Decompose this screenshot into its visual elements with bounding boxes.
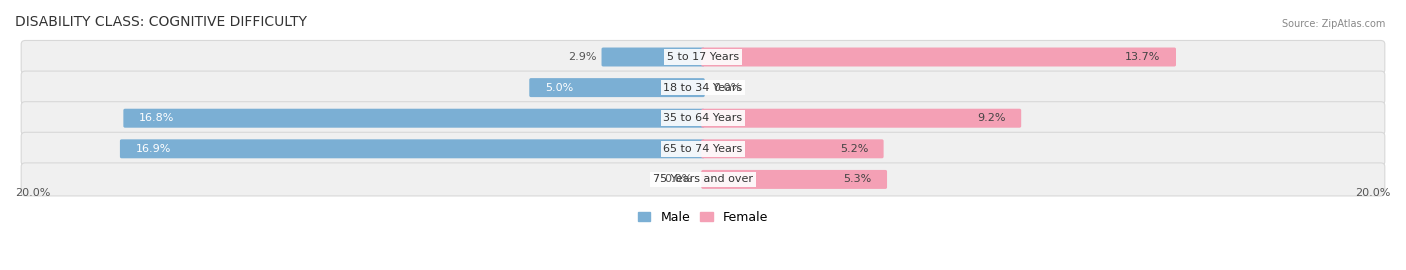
- Text: 5 to 17 Years: 5 to 17 Years: [666, 52, 740, 62]
- FancyBboxPatch shape: [529, 78, 704, 97]
- FancyBboxPatch shape: [21, 102, 1385, 135]
- Text: 16.9%: 16.9%: [135, 144, 170, 154]
- Text: 0.0%: 0.0%: [665, 174, 693, 184]
- FancyBboxPatch shape: [702, 139, 883, 158]
- FancyBboxPatch shape: [21, 71, 1385, 104]
- FancyBboxPatch shape: [21, 132, 1385, 165]
- Text: 5.0%: 5.0%: [544, 83, 574, 93]
- Text: 9.2%: 9.2%: [977, 113, 1005, 123]
- FancyBboxPatch shape: [602, 48, 704, 66]
- FancyBboxPatch shape: [702, 109, 1021, 128]
- Text: 0.0%: 0.0%: [713, 83, 741, 93]
- Text: 16.8%: 16.8%: [139, 113, 174, 123]
- Text: 5.3%: 5.3%: [844, 174, 872, 184]
- Text: 20.0%: 20.0%: [15, 188, 51, 198]
- FancyBboxPatch shape: [21, 40, 1385, 73]
- Text: 13.7%: 13.7%: [1125, 52, 1160, 62]
- Text: DISABILITY CLASS: COGNITIVE DIFFICULTY: DISABILITY CLASS: COGNITIVE DIFFICULTY: [15, 15, 307, 29]
- Text: Source: ZipAtlas.com: Source: ZipAtlas.com: [1281, 19, 1385, 29]
- Text: 2.9%: 2.9%: [568, 52, 596, 62]
- Text: 20.0%: 20.0%: [1355, 188, 1391, 198]
- Text: 35 to 64 Years: 35 to 64 Years: [664, 113, 742, 123]
- Text: 5.2%: 5.2%: [839, 144, 868, 154]
- Legend: Male, Female: Male, Female: [633, 206, 773, 229]
- Text: 75 Years and over: 75 Years and over: [652, 174, 754, 184]
- FancyBboxPatch shape: [21, 163, 1385, 196]
- FancyBboxPatch shape: [702, 48, 1175, 66]
- Text: 65 to 74 Years: 65 to 74 Years: [664, 144, 742, 154]
- FancyBboxPatch shape: [120, 139, 704, 158]
- Text: 18 to 34 Years: 18 to 34 Years: [664, 83, 742, 93]
- FancyBboxPatch shape: [702, 170, 887, 189]
- FancyBboxPatch shape: [124, 109, 704, 128]
